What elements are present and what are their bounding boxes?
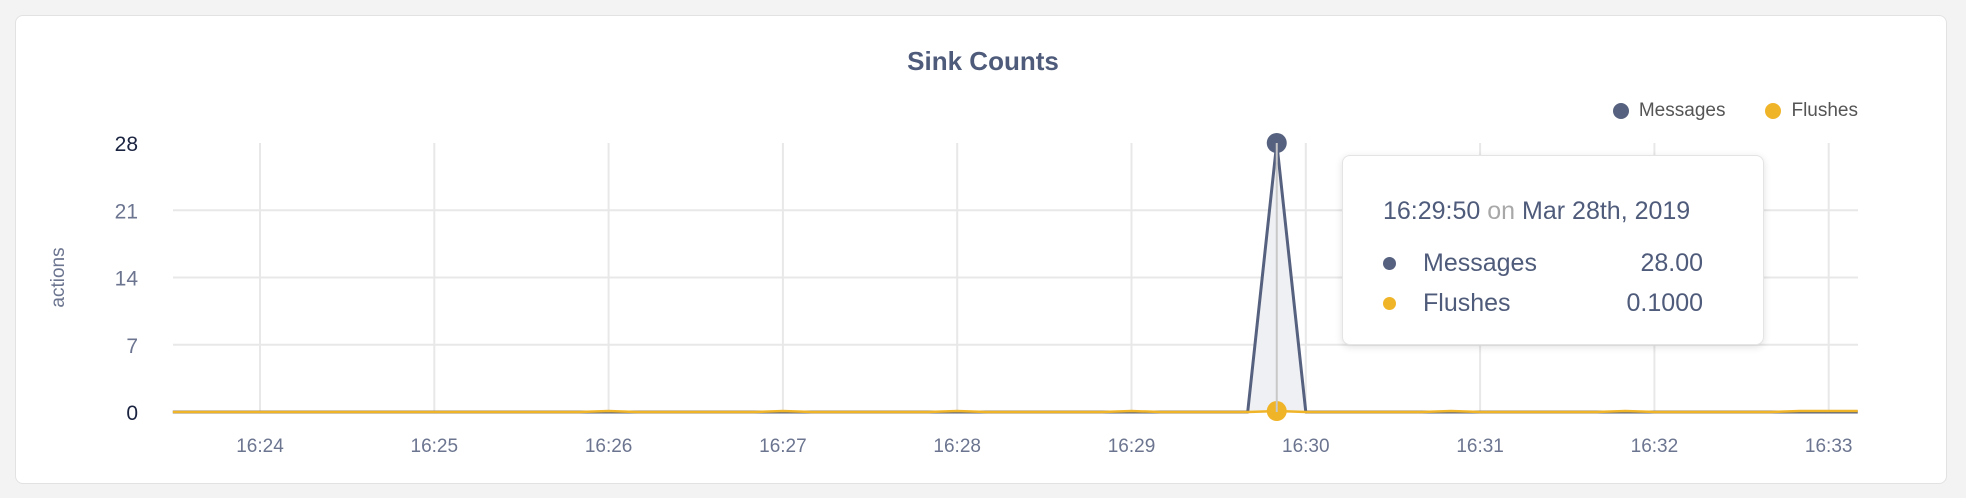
y-tick-label: 28 (115, 133, 138, 156)
x-tick-label: 16:27 (759, 436, 807, 457)
y-tick-label: 14 (115, 268, 139, 291)
chart-title: Sink Counts (907, 46, 1059, 76)
flushes-dot-icon (1383, 297, 1396, 310)
tooltip-value: 0.1000 (1626, 289, 1703, 317)
series-line-flushes (172, 409, 1858, 414)
tooltip-date: Mar 28th, 2019 (1522, 197, 1691, 225)
y-axis-label: actions (48, 247, 69, 307)
legend-label-flushes: Flushes (1791, 100, 1858, 121)
tooltip-label: Messages (1423, 249, 1537, 277)
legend: Messages Flushes (1612, 100, 1858, 122)
x-tick-label: 16:33 (1805, 436, 1853, 457)
tooltip-label: Flushes (1423, 289, 1511, 317)
x-tick-label: 16:32 (1631, 436, 1679, 457)
legend-item-messages[interactable]: Messages (1612, 100, 1726, 122)
legend-label-messages: Messages (1638, 100, 1726, 121)
tooltip: 16:29:50 on Mar 28th, 2019 Messages 28.0… (1342, 155, 1764, 345)
x-tick-label: 16:24 (236, 436, 284, 457)
tooltip-value: 28.00 (1640, 249, 1703, 277)
messages-dot-icon (1383, 257, 1396, 270)
tooltip-header: 16:29:50 on Mar 28th, 2019 (1383, 197, 1690, 226)
tooltip-on: on (1487, 197, 1516, 225)
tooltip-row-messages: Messages 28.00 (1383, 249, 1703, 278)
x-tick-label: 16:29 (1108, 436, 1156, 457)
flushes-dot-icon (1765, 103, 1782, 119)
messages-dot-icon (1612, 103, 1629, 119)
x-tick-label: 16:28 (933, 436, 981, 457)
tooltip-row-flushes: Flushes 0.1000 (1383, 289, 1703, 318)
y-tick-label: 7 (126, 335, 138, 358)
x-tick-label: 16:25 (411, 436, 459, 457)
y-tick-label: 0 (126, 402, 138, 425)
x-tick-label: 16:30 (1282, 436, 1330, 457)
x-tick-label: 16:31 (1456, 436, 1504, 457)
tooltip-time: 16:29:50 (1383, 197, 1481, 225)
y-tick-label: 21 (115, 200, 138, 223)
x-tick-label: 16:26 (585, 436, 633, 457)
legend-item-flushes[interactable]: Flushes (1765, 100, 1858, 122)
